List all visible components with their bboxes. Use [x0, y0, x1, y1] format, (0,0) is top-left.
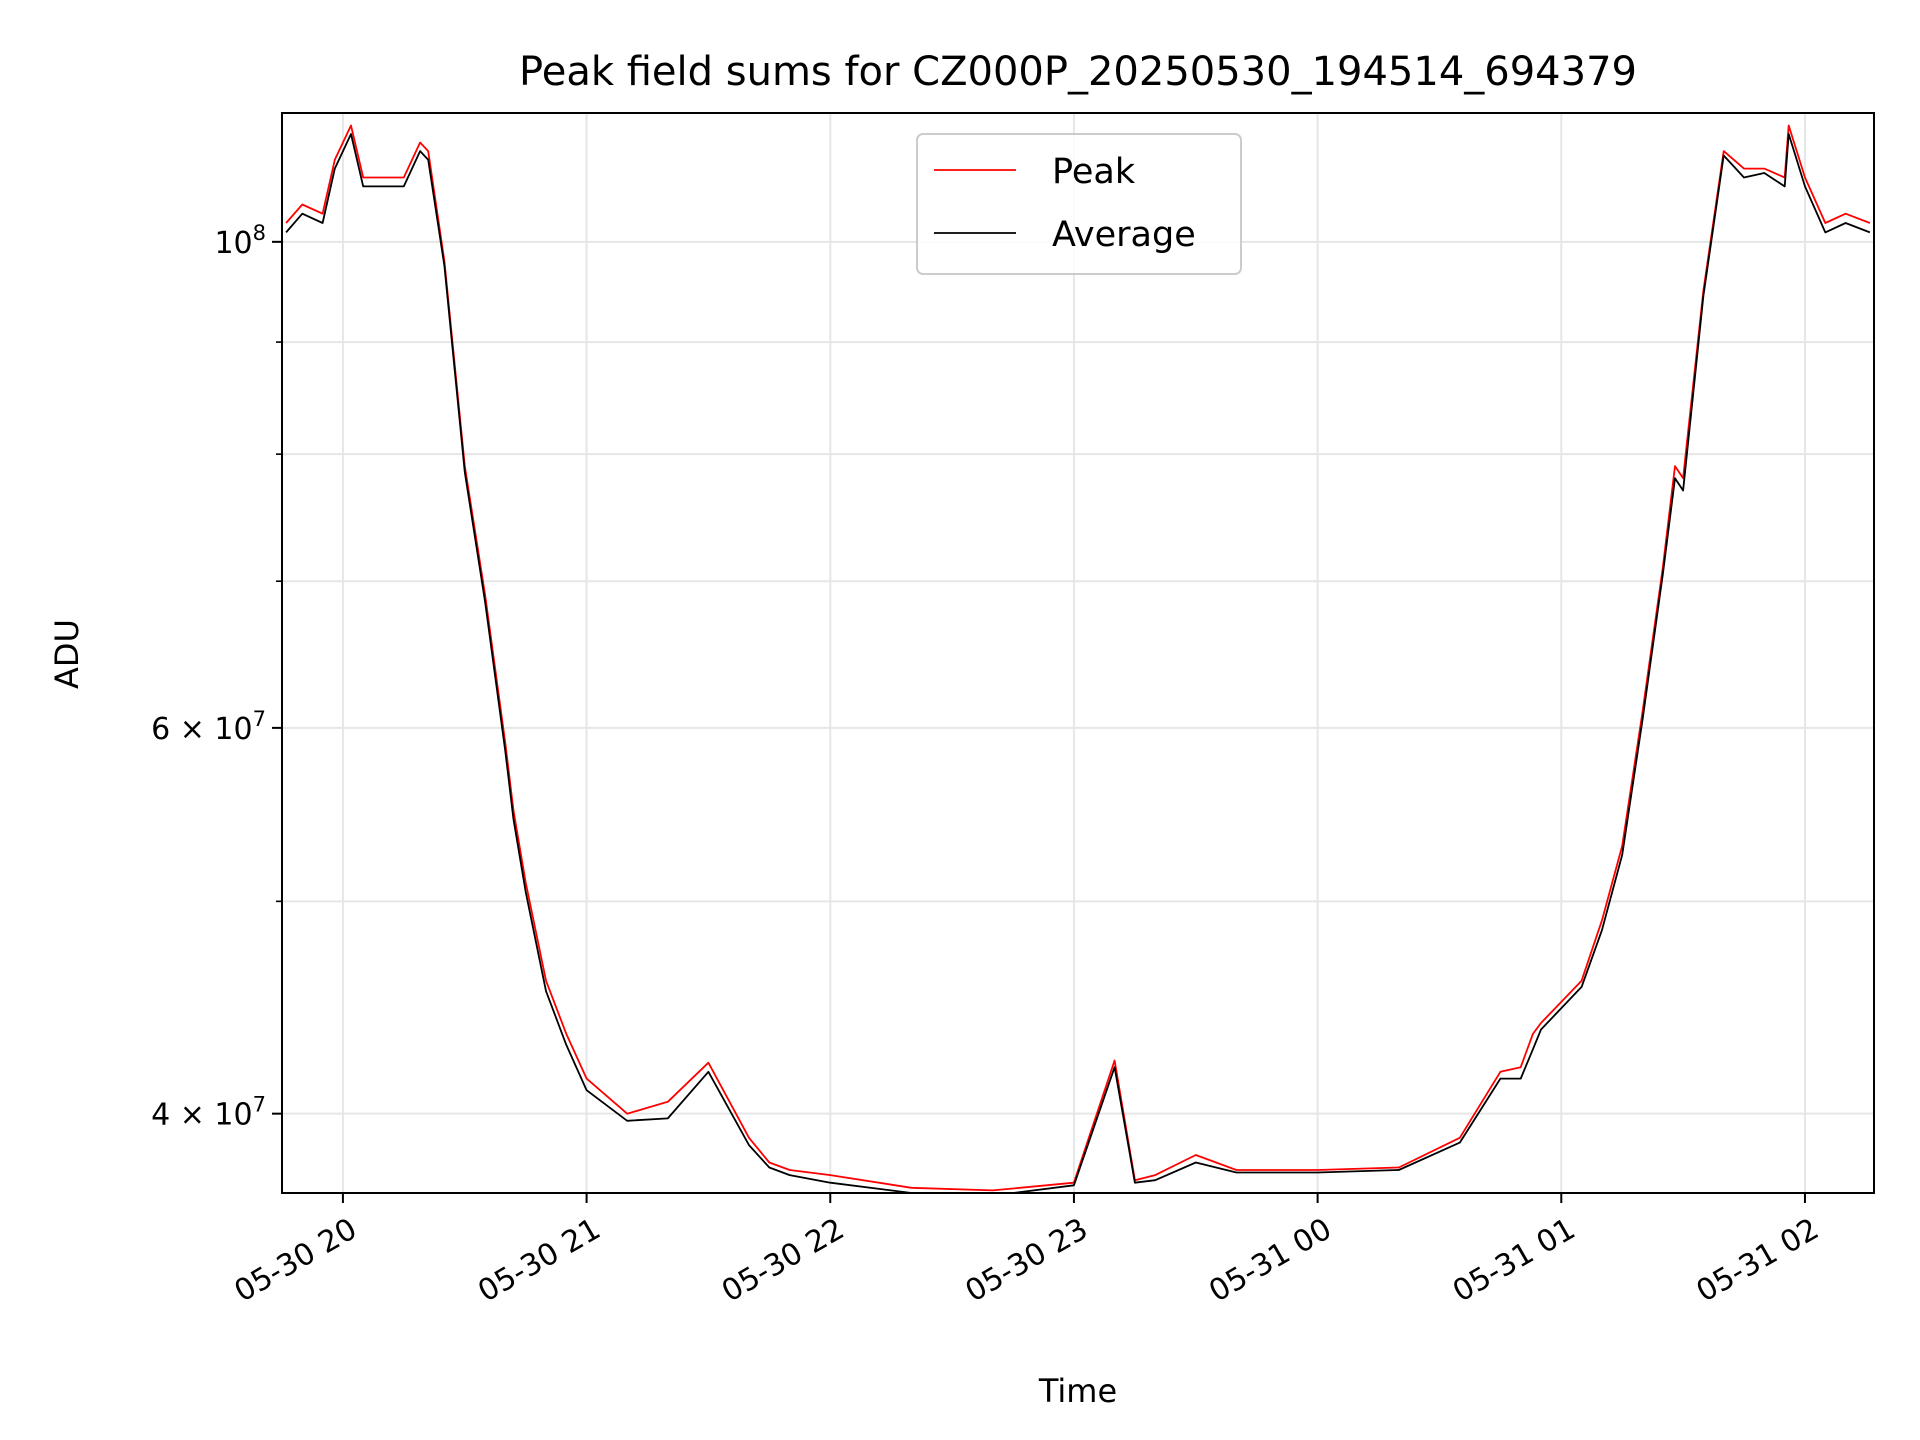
x-tick-label: 05-30 23 [960, 1212, 1094, 1310]
x-tick-label: 05-31 02 [1691, 1212, 1825, 1310]
y-axis-label: ADU [48, 619, 86, 689]
x-axis-label: Time [1038, 1372, 1117, 1410]
x-tick-label: 05-30 21 [472, 1212, 606, 1310]
legend-label-peak: Peak [1052, 152, 1136, 192]
plot-frame [281, 112, 1875, 1194]
y-tick-label: 6 × 107 [151, 707, 266, 747]
chart-title: Peak field sums for CZ000P_20250530_1945… [519, 49, 1637, 95]
legend-box [916, 133, 1242, 275]
x-tick-label: 05-30 22 [716, 1212, 850, 1310]
series-line-peak [285, 124, 1871, 1192]
y-tick-label: 108 [214, 221, 266, 261]
y-tick-label: 4 × 107 [151, 1093, 266, 1133]
plot-lines [285, 124, 1871, 1193]
grid [282, 113, 1874, 1193]
x-tick-label: 05-31 00 [1203, 1212, 1337, 1310]
axis-ticks: 05-30 20 05-30 21 05-30 22 05-30 23 05-31 00… [151, 221, 1825, 1310]
legend-label-average: Average [1052, 215, 1196, 255]
x-tick-label: 05-31 01 [1447, 1212, 1581, 1310]
legend: Peak Average [916, 133, 1242, 275]
x-tick-label: 05-30 20 [229, 1212, 363, 1310]
series-line-average [285, 133, 1871, 1193]
